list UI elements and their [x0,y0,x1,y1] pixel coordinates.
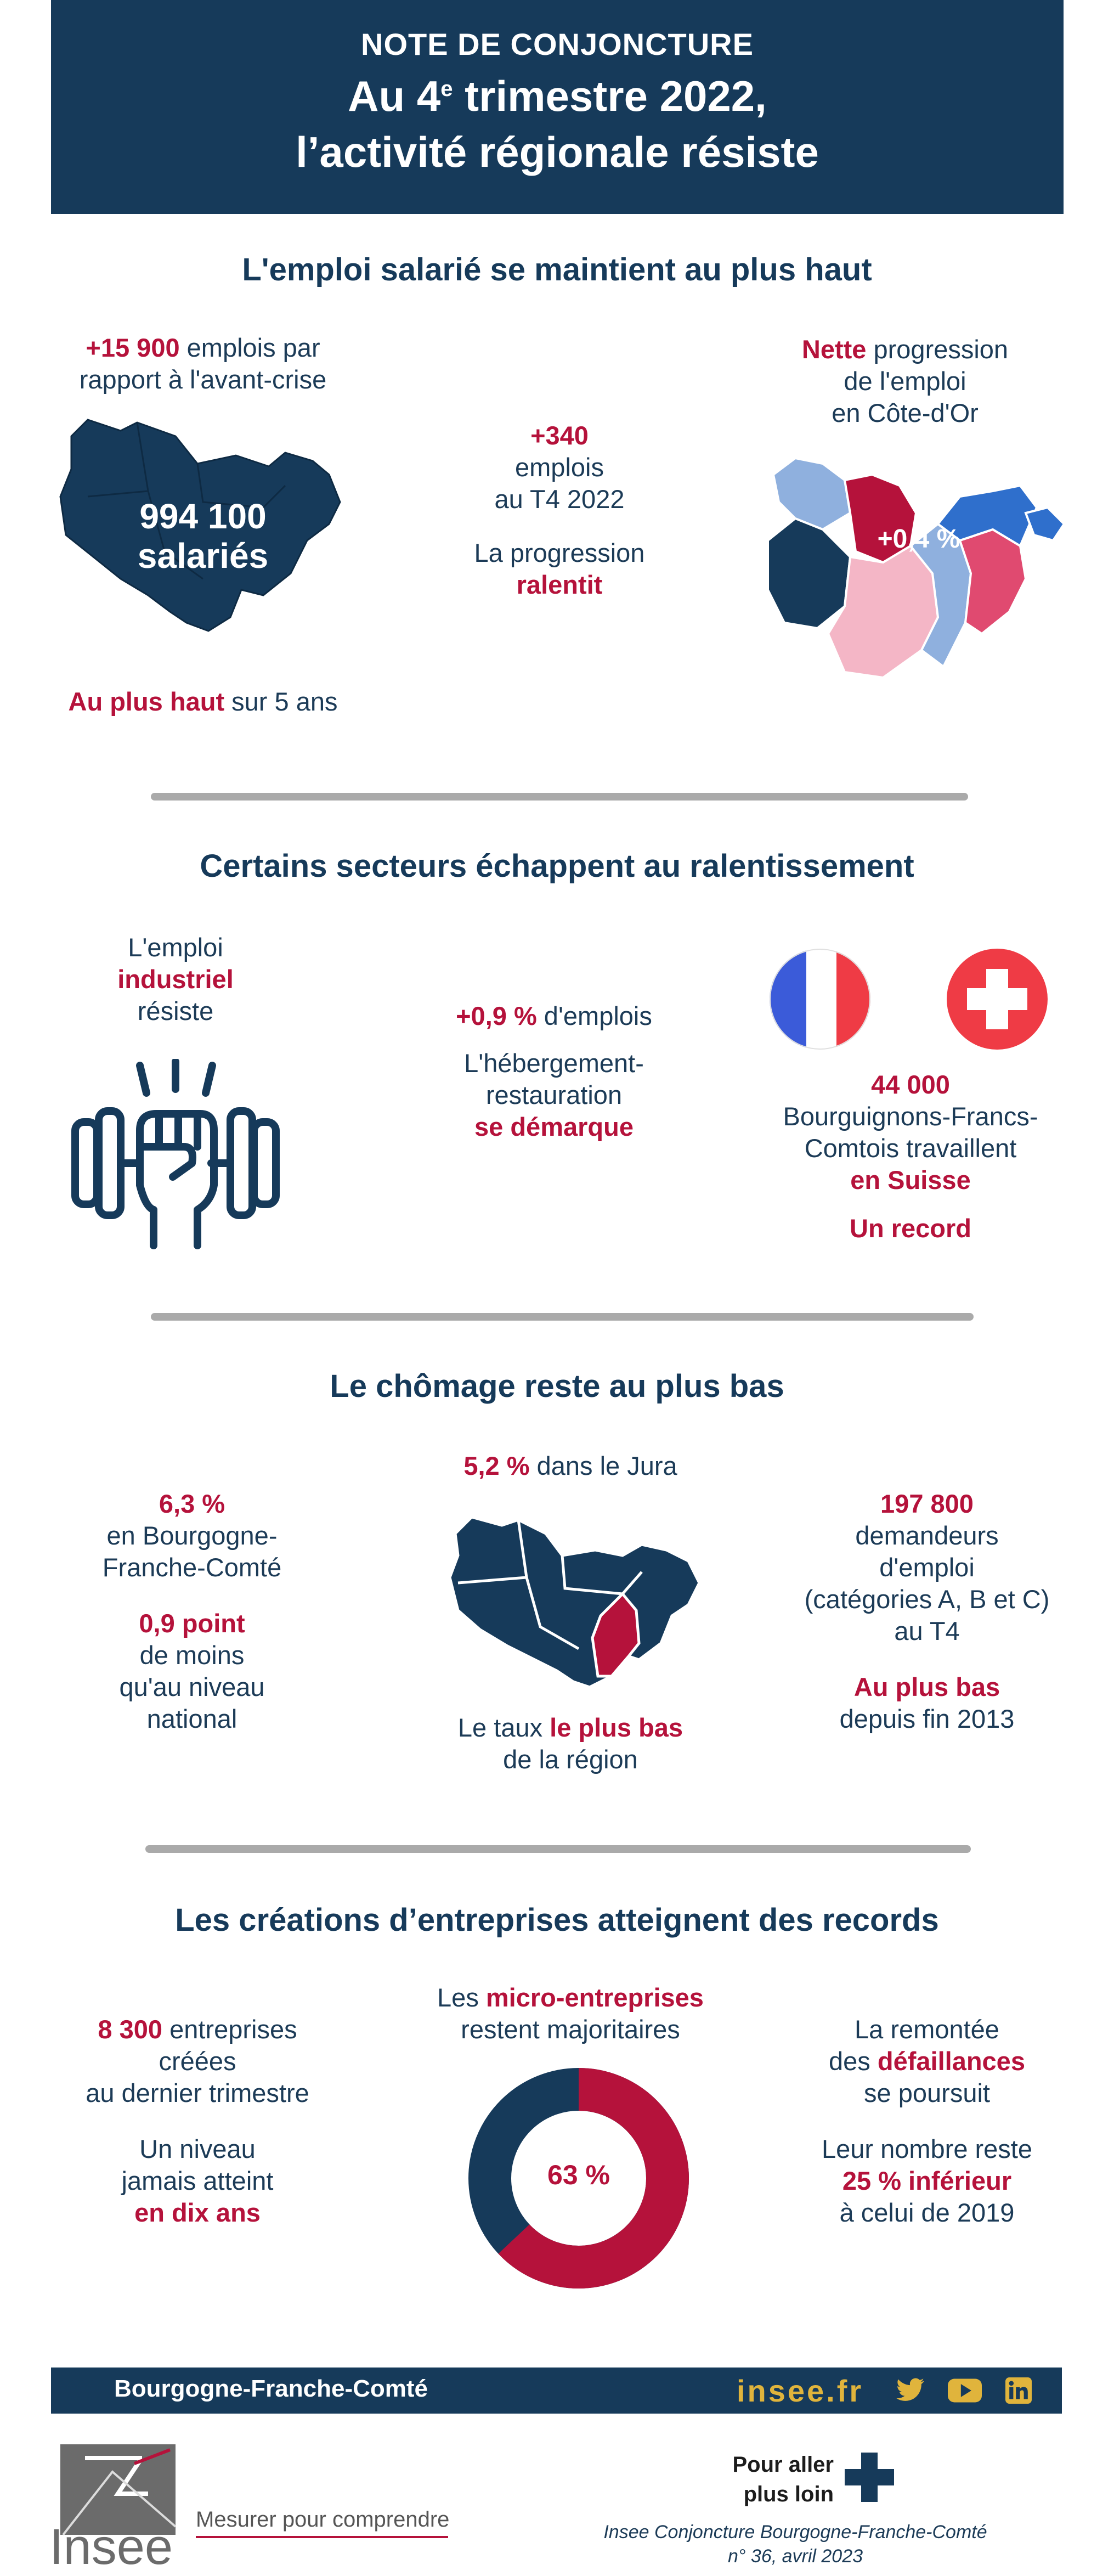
footer-region: Bourgogne-Franche-Comté [114,2375,428,2402]
divider-2 [151,1313,974,1321]
header-banner: NOTE DE CONJONCTURE Au 4e trimestre 2022… [51,0,1064,214]
s1-left-top-text: +15 900 emplois par rapport à l'avant-cr… [79,333,327,394]
insee-logo [60,2444,177,2536]
s1-map-label: 994 100 salariés [137,497,269,576]
more-info-link[interactable]: Pour aller plus loin [732,2453,834,2506]
publication-ref: Insee Conjoncture Bourgogne-Franche-Comt… [603,2522,987,2567]
s4-mid-text: Les micro-entreprises restent majoritair… [437,1983,704,2044]
s3-mid-top-text: 5,2 % dans le Jura [463,1451,677,1480]
s4-left-text: 8 300 entreprises créées au dernier trim… [86,2015,309,2227]
linkedin-icon[interactable] [1005,2377,1032,2404]
s3-right-text: 197 800 demandeurs d'emploi (catégories … [804,1489,1050,1733]
region-map-navy [59,419,341,632]
s1-right-map-label: +0,4 % [877,525,960,554]
donut-label: 63 % [547,2160,610,2190]
header-kicker: NOTE DE CONJONCTURE [361,27,754,61]
header-title-line2: l’activité régionale résiste [296,128,819,176]
s3-mid-bottom-text: Le taux le plus bas de la région [457,1713,683,1774]
divider-3 [145,1845,971,1853]
section3-title: Le chômage reste au plus bas [330,1368,784,1404]
s1-right-text: Nette progression de l'emploi en Côte-d'… [801,335,1009,427]
s3-left-text: 6,3 % en Bourgogne- Franche-Comté 0,9 po… [102,1489,282,1733]
region-map-departments [767,456,1066,679]
s1-left-bottom-text: Au plus haut sur 5 ans [68,687,338,716]
section2-title: Certains secteurs échappent au ralentiss… [200,848,914,884]
footer-bar: Bourgogne-Franche-Comté insee.fr [51,2368,1062,2414]
insee-site-link[interactable]: insee.fr [737,2374,864,2408]
s2-right-text: 44 000 Bourguignons-Francs- Comtois trav… [783,1070,1038,1243]
tagline-underline [196,2536,448,2538]
dumbbell-fist-icon [71,1059,280,1249]
s4-right-text: La remontée des défaillances se poursuit… [821,2015,1033,2227]
insee-logo-text: Insee [49,2519,173,2575]
donut-arc-micro-enterprises [498,2068,689,2288]
section4-title: Les créations d’entreprises atteignent d… [175,1902,939,1938]
plus-icon[interactable] [842,2450,897,2505]
s2-left-text: L'emploi industriel résiste [117,933,234,1025]
s1-mid-text: +340 emplois au T4 2022 La progression r… [474,421,645,599]
twitter-icon[interactable] [896,2377,925,2404]
micro-enterprise-donut [468,2068,689,2288]
swiss-flag-icon [947,949,1048,1050]
youtube-icon[interactable] [948,2377,982,2404]
header-title-line1: Au 4e trimestre 2022, [348,72,767,120]
divider-1 [151,793,968,801]
region-map-jura [448,1515,701,1689]
france-flag-icon [770,949,870,1050]
insee-tagline: Mesurer pour comprendre [196,2507,450,2532]
s2-mid-text: +0,9 % d'emplois L'hébergement- restaura… [456,1001,652,1141]
section1-title: L'emploi salarié se maintient au plus ha… [242,252,872,288]
